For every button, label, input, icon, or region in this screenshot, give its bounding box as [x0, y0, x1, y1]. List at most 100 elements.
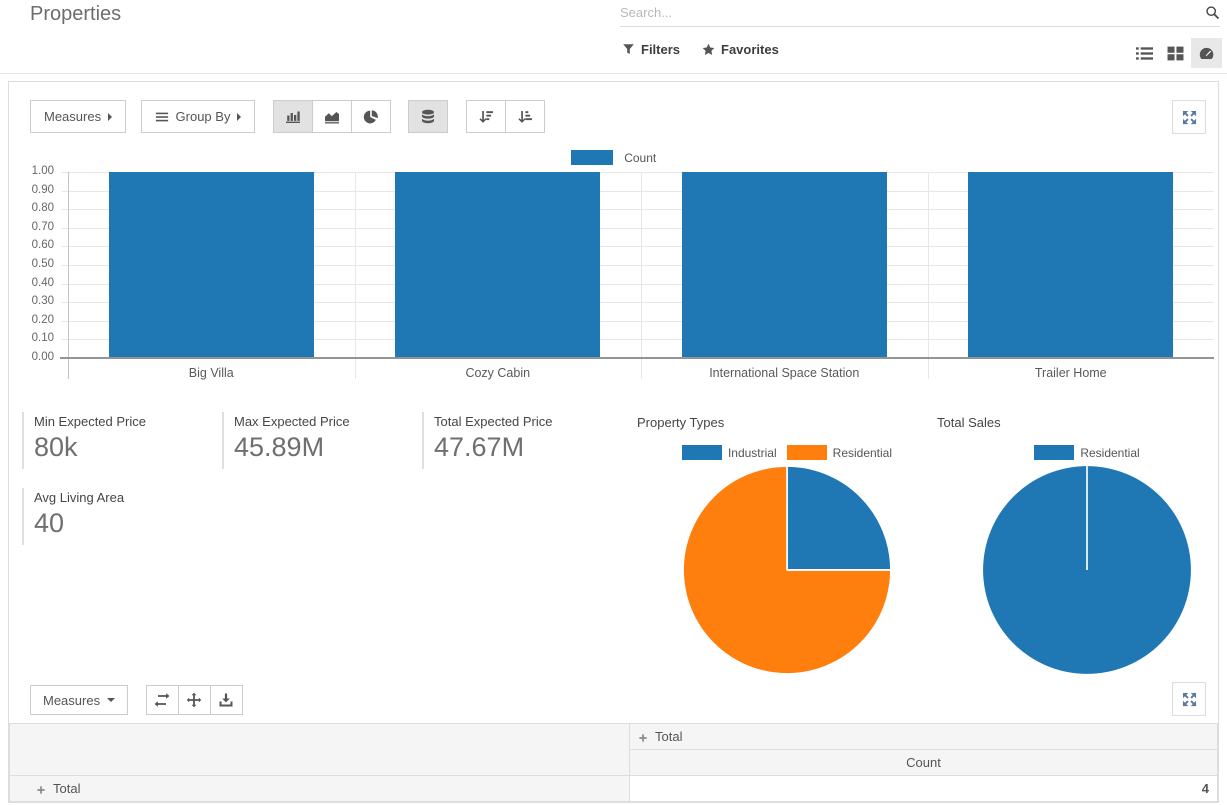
tachometer-icon [1198, 45, 1215, 62]
kpi-min-expected-price[interactable]: Min Expected Price 80k [22, 412, 208, 469]
kanban-icon [1167, 45, 1184, 62]
expand-graph-button[interactable] [1172, 100, 1206, 134]
list-view-button[interactable] [1129, 38, 1160, 68]
sort-asc-button[interactable] [505, 100, 545, 133]
dashboard-panel: Measures Group By Count 0.00 0.10 0.20 0.30… [8, 81, 1219, 803]
arrows-icon [186, 692, 202, 708]
x-axis-label: International Space Station [641, 366, 928, 380]
gridline [928, 172, 929, 379]
pie-title: Property Types [637, 412, 937, 430]
menu-icon [155, 110, 169, 124]
bar-chart-button[interactable] [273, 100, 313, 133]
page-title: Properties [30, 3, 121, 26]
download-button[interactable] [210, 685, 243, 715]
pivot-corner-cell [10, 724, 630, 776]
stacked-button[interactable] [408, 100, 448, 133]
pie-graphic[interactable] [937, 464, 1227, 681]
control-panel: Properties Filters Favorites [0, 0, 1227, 74]
kpi-label: Max Expected Price [234, 414, 408, 429]
kpi-max-expected-price[interactable]: Max Expected Price 45.89M [222, 412, 408, 469]
bar[interactable] [395, 172, 600, 358]
kpi-label: Total Expected Price [434, 414, 608, 429]
filters-label: Filters [641, 42, 680, 57]
measures-label: Measures [44, 109, 101, 124]
expand-pivot-button[interactable] [1172, 682, 1206, 716]
pie-legend-item[interactable]: Residential [787, 445, 892, 460]
caret-down-icon [107, 698, 115, 702]
flip-axis-button[interactable] [146, 685, 179, 715]
bar[interactable] [968, 172, 1173, 358]
arrows-alt-icon [1182, 692, 1197, 707]
x-axis-label: Cozy Cabin [355, 366, 642, 380]
pie-chart-property-types: Property Types Industrial Residential [637, 412, 937, 681]
pivot-column-header[interactable]: Total [630, 724, 1218, 750]
kpi-avg-living-area[interactable]: Avg Living Area 40 [22, 488, 208, 545]
sort-desc-icon [478, 109, 494, 125]
y-tick-label: 0.40 [9, 277, 54, 289]
kpi-label: Avg Living Area [34, 490, 208, 505]
kpi-total-expected-price[interactable]: Total Expected Price 47.67M [422, 412, 608, 469]
row-header-label: Total [53, 781, 80, 796]
caret-right-icon [108, 113, 112, 121]
y-tick-label: 0.70 [9, 221, 54, 233]
y-tick-label: 0.80 [9, 202, 54, 214]
line-chart-button[interactable] [312, 100, 352, 133]
y-tick-label: 0.00 [9, 351, 54, 363]
bar[interactable] [109, 172, 314, 358]
exchange-icon [154, 692, 170, 708]
database-icon [420, 109, 436, 125]
filters-button[interactable]: Filters [622, 42, 680, 57]
kpi-value: 45.89M [234, 432, 408, 463]
measures-button[interactable]: Measures [30, 100, 126, 133]
plus-icon [36, 785, 46, 795]
search-icon[interactable] [1205, 5, 1220, 20]
pivot-actions-group [146, 685, 243, 715]
pivot-table: Total Count Total 4 [9, 723, 1218, 802]
y-tick-label: 0.90 [9, 184, 54, 196]
sort-desc-button[interactable] [466, 100, 506, 133]
x-axis-line [60, 357, 1214, 359]
favorites-label: Favorites [721, 42, 779, 57]
legend-label: Residential [833, 446, 892, 460]
kpi-value: 47.67M [434, 432, 608, 463]
y-tick-label: 0.10 [9, 332, 54, 344]
expand-all-button[interactable] [178, 685, 211, 715]
y-tick-label: 1.00 [9, 165, 54, 177]
pivot-measure-header[interactable]: Count [630, 750, 1218, 776]
y-tick-label: 0.20 [9, 314, 54, 326]
chart-legend[interactable]: Count [9, 149, 1218, 165]
kpi-label: Min Expected Price [34, 414, 208, 429]
bar[interactable] [682, 172, 887, 358]
dashboard-view-button[interactable] [1191, 38, 1222, 68]
search-bar [620, 2, 1220, 27]
pie-title: Total Sales [937, 412, 1227, 430]
x-axis-label: Big Villa [68, 366, 355, 380]
pie-legend-item[interactable]: Residential [1034, 445, 1139, 460]
legend-label: Residential [1080, 446, 1139, 460]
pivot-toolbar: Measures [9, 680, 1218, 723]
legend-swatch [787, 445, 827, 460]
y-tick-label: 0.30 [9, 295, 54, 307]
star-icon [702, 43, 715, 56]
pie-graphic[interactable] [637, 464, 937, 681]
kanban-view-button[interactable] [1160, 38, 1191, 68]
plus-icon [638, 733, 648, 743]
pivot-row-header[interactable]: Total [10, 776, 630, 802]
pie-legend[interactable]: Residential [937, 444, 1227, 460]
x-axis: Big VillaCozy CabinInternational Space S… [68, 366, 1214, 384]
download-icon [218, 692, 234, 708]
bar-chart-icon [285, 109, 301, 125]
pie-chart-button[interactable] [351, 100, 391, 133]
view-switcher [1129, 38, 1222, 68]
legend-swatch [682, 445, 722, 460]
caret-right-icon [237, 113, 241, 121]
arrows-alt-icon [1182, 110, 1197, 125]
search-input[interactable] [620, 2, 1194, 23]
pie-legend-item[interactable]: Industrial [682, 445, 777, 460]
favorites-button[interactable]: Favorites [702, 42, 779, 57]
pie-legend[interactable]: Industrial Residential [637, 444, 937, 460]
group-by-button[interactable]: Group By [141, 100, 256, 133]
y-tick-label: 0.50 [9, 258, 54, 270]
pivot-measures-button[interactable]: Measures [30, 685, 128, 715]
column-header-label: Total [655, 729, 682, 744]
